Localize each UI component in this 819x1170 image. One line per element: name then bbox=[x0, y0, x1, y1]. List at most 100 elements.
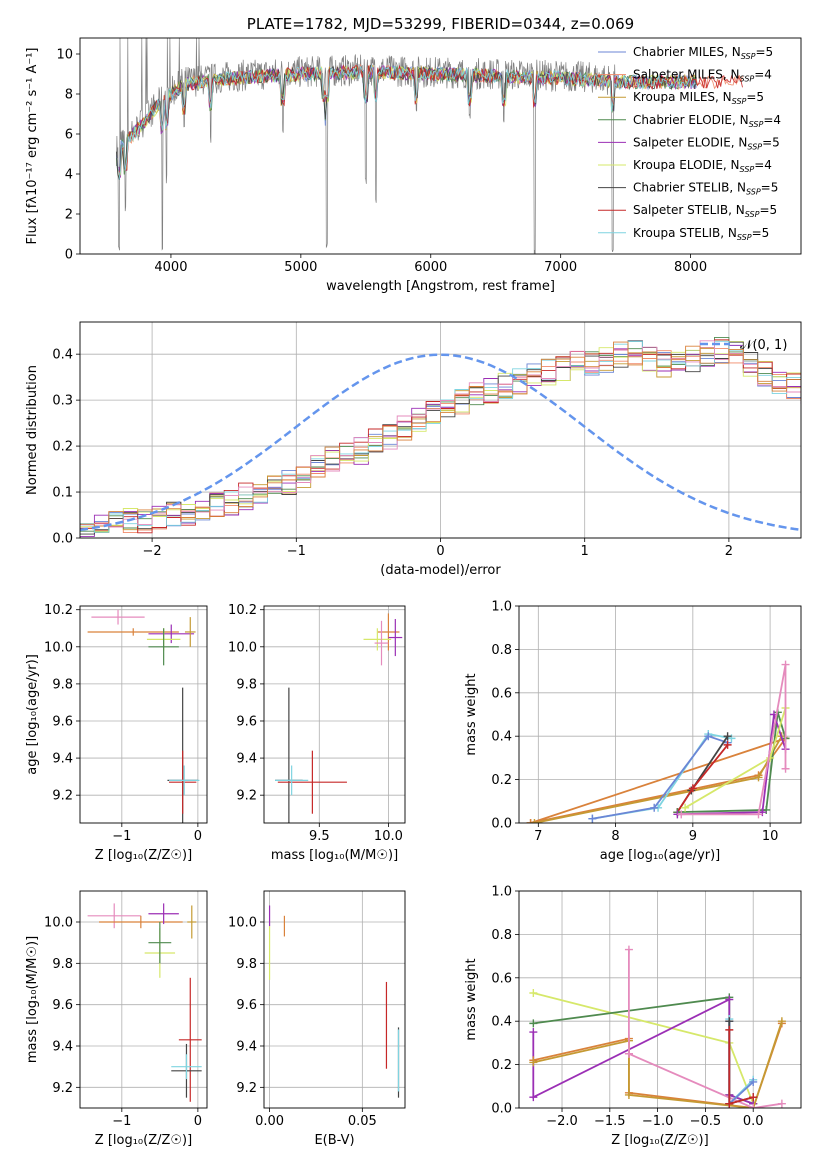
x-tick-label: 7000 bbox=[544, 260, 577, 275]
histogram-series bbox=[80, 336, 801, 533]
age-vs-mass-panel: 9.5 10.0 9.2 9.4 9.6 9.8 10.0 10.2 mass [log₁₀(M… bbox=[228, 603, 406, 863]
x-tick-label: −2 bbox=[143, 544, 162, 559]
errorbars bbox=[275, 613, 403, 823]
x-tick-label: 0 bbox=[194, 829, 202, 844]
weight-marker bbox=[530, 819, 539, 823]
weight-marker bbox=[749, 1077, 758, 1086]
weight-series-line bbox=[533, 996, 754, 1105]
axes-frame bbox=[263, 890, 406, 1109]
errorbar-point bbox=[178, 977, 202, 1102]
y-tick-label: 0.4 bbox=[491, 1015, 512, 1030]
grid bbox=[80, 606, 207, 823]
x-tick-label: −1 bbox=[287, 544, 306, 559]
weight-marker bbox=[526, 819, 535, 823]
y-tick-label: 9.6 bbox=[52, 998, 73, 1013]
weight-marker bbox=[704, 732, 713, 741]
weight-marker bbox=[588, 814, 597, 823]
y-axis-label: age [log₁₀(age/yr)] bbox=[25, 654, 40, 775]
y-axis-label: Normed distribution bbox=[25, 365, 40, 495]
y-tick-label: 10.2 bbox=[44, 603, 73, 618]
weight-series-line bbox=[728, 1019, 754, 1106]
mass-vs-EBV-panel: 0.00 0.05 9.2 9.4 9.6 9.8 10.0 E(B-V) bbox=[228, 890, 406, 1148]
weight-series-line bbox=[681, 664, 787, 816]
axes-frame bbox=[518, 890, 802, 1109]
weight-marker bbox=[754, 773, 763, 782]
ticks: −2.0 −1.5 −1.0 −0.5 0.0 0.0 0.2 0.4 0.6 0.8 1.0 bbox=[491, 885, 763, 1130]
x-tick-label: −0.5 bbox=[690, 1114, 722, 1129]
weight-marker bbox=[624, 1090, 633, 1099]
x-tick-label: −1 bbox=[112, 829, 131, 844]
weight-marker bbox=[781, 764, 790, 773]
weight-series-line bbox=[592, 735, 728, 820]
ticks: 9.5 10.0 9.2 9.4 9.6 9.8 10.0 10.2 bbox=[228, 603, 403, 844]
histogram-series bbox=[80, 341, 801, 527]
y-tick-label: 9.4 bbox=[52, 752, 73, 767]
errorbar-point bbox=[187, 905, 197, 939]
weight-marker bbox=[624, 945, 633, 954]
histogram-series bbox=[80, 340, 801, 528]
y-tick-label: 0.6 bbox=[491, 971, 512, 986]
x-tick-label: 7 bbox=[534, 829, 542, 844]
axes-frame bbox=[518, 605, 802, 824]
y-axis-label: mass [log₁₀(M/M☉)] bbox=[25, 936, 40, 1063]
x-axis-label: (data-model)/error bbox=[380, 563, 501, 578]
weight-marker bbox=[777, 1099, 786, 1108]
x-tick-label: −1.5 bbox=[594, 1114, 626, 1129]
errorbar-point bbox=[87, 628, 179, 636]
weight-series-line bbox=[677, 712, 787, 813]
histogram-series bbox=[80, 339, 801, 534]
y-tick-label: 9.4 bbox=[52, 1040, 73, 1055]
y-tick-label: 6 bbox=[65, 128, 73, 143]
weight-marker bbox=[529, 988, 538, 997]
weight-series-line bbox=[676, 744, 729, 813]
legend: Chabrier MILES, NSSP=5 Salpeter MILES, NS… bbox=[598, 45, 781, 242]
y-tick-label: 9.8 bbox=[236, 957, 257, 972]
axes-frame bbox=[79, 605, 208, 824]
weight-marker bbox=[723, 740, 732, 749]
y-axis-label: Flux [fλ10⁻¹⁷ erg cm⁻² s⁻¹ A⁻¹] bbox=[25, 48, 40, 245]
errorbars bbox=[87, 903, 202, 1102]
x-tick-label: 9 bbox=[689, 829, 697, 844]
y-tick-label: 1.0 bbox=[491, 600, 512, 615]
weight-marker bbox=[749, 1104, 758, 1108]
errorbar-point bbox=[184, 617, 196, 647]
chart-title: PLATE=1782, MJD=53299, FIBERID=0344, z=0… bbox=[247, 15, 634, 33]
weight-vs-Z-panel: −2.0 −1.5 −1.0 −0.5 0.0 0.0 0.2 0.4 0.6 0.8 1.0 Z [… bbox=[464, 885, 802, 1148]
x-axis-label: E(B-V) bbox=[314, 1133, 354, 1148]
y-tick-label: 0.2 bbox=[491, 1058, 512, 1073]
y-tick-label: 9.4 bbox=[236, 752, 257, 767]
ticks: 4000 5000 6000 7000 8000 0 2 4 6 8 10 bbox=[56, 48, 707, 276]
grid bbox=[80, 891, 207, 1108]
x-tick-label: 6000 bbox=[414, 260, 447, 275]
histogram-series bbox=[80, 340, 801, 535]
x-tick-label: 5000 bbox=[284, 260, 317, 275]
y-tick-label: 9.2 bbox=[236, 789, 257, 804]
errorbars bbox=[268, 905, 400, 1098]
y-tick-label: 10.0 bbox=[228, 916, 257, 931]
y-tick-label: 9.2 bbox=[52, 1081, 73, 1096]
ticks: 7 8 9 10 0.0 0.2 0.4 0.6 0.8 1.0 bbox=[491, 600, 778, 845]
axes-frame bbox=[79, 321, 802, 539]
weight-vs-age-panel: 7 8 9 10 0.0 0.2 0.4 0.6 0.8 1.0 age [log₁₀(age/yr… bbox=[464, 600, 802, 863]
errorbar-point bbox=[148, 624, 195, 644]
weight-lines bbox=[526, 660, 790, 823]
x-tick-label: 2 bbox=[725, 544, 733, 559]
age-vs-Z-panel: −1 0 9.2 9.4 9.6 9.8 10.0 10.2 Z [log₁₀(Z/Z☉)] ag… bbox=[25, 603, 208, 863]
errorbar-point bbox=[275, 765, 309, 796]
x-tick-label: 1 bbox=[581, 544, 589, 559]
y-tick-label: 0.6 bbox=[491, 686, 512, 701]
axes-frame bbox=[263, 605, 406, 824]
legend-label: Kroupa STELIB, NSSP=5 bbox=[633, 226, 769, 242]
x-axis-label: age [log₁₀(age/yr)] bbox=[600, 848, 721, 863]
legend-label: 𝒩(0, 1) bbox=[740, 338, 787, 353]
weight-marker bbox=[749, 1093, 758, 1102]
y-tick-label: 1.0 bbox=[491, 885, 512, 900]
y-tick-label: 9.6 bbox=[236, 714, 257, 729]
legend-label: Kroupa ELODIE, NSSP=4 bbox=[633, 158, 772, 174]
errorbars bbox=[87, 609, 200, 823]
errorbar-point bbox=[363, 628, 392, 651]
y-tick-label: 4 bbox=[65, 168, 73, 183]
mass-vs-Z-panel: −1 0 9.2 9.4 9.6 9.8 10.0 Z [log₁₀(Z/Z☉)] mass [… bbox=[25, 890, 208, 1148]
x-tick-label: −1 bbox=[112, 1114, 131, 1129]
weight-marker bbox=[529, 1058, 538, 1067]
